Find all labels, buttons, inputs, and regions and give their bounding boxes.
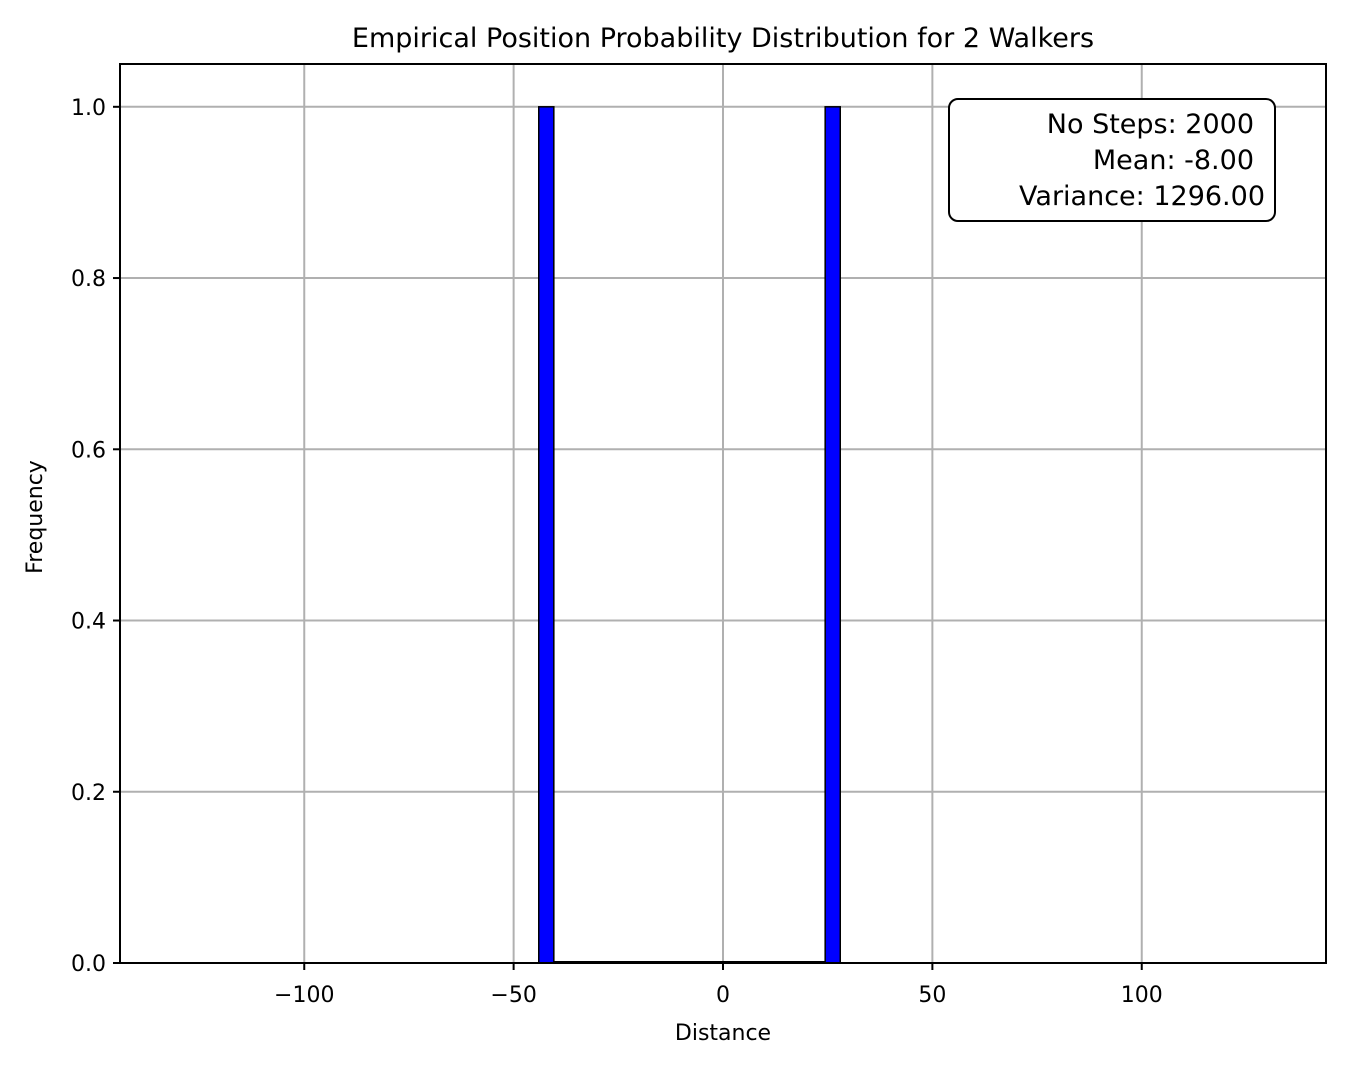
- stat-variance: Variance: 1296.00: [1019, 181, 1265, 212]
- y-tick-label: 0.2: [71, 781, 106, 806]
- axis-ticks: −100 −50 0 50 100 0.0 0.2 0.4 0.6 0.8 1.0: [71, 96, 1163, 1008]
- histogram-bars: [538, 106, 841, 964]
- histogram-bar: [824, 106, 841, 964]
- y-tick-label: 0.8: [71, 267, 106, 292]
- y-tick-label: 0.0: [71, 952, 106, 977]
- x-tick-label: −50: [490, 983, 536, 1008]
- x-tick-label: 50: [918, 983, 946, 1008]
- stats-box-frame: [948, 98, 1276, 222]
- x-tick-label: 100: [1121, 983, 1163, 1008]
- chart-title: Empirical Position Probability Distribut…: [352, 23, 1094, 54]
- y-tick-label: 1.0: [71, 96, 106, 121]
- stat-steps: No Steps: 2000: [1047, 109, 1254, 140]
- stat-mean: Mean: -8.00: [1093, 145, 1254, 176]
- y-axis-label: Frequency: [23, 460, 48, 574]
- x-tick-label: −100: [274, 983, 334, 1008]
- histogram-bar: [538, 106, 555, 964]
- y-tick-label: 0.4: [71, 610, 106, 635]
- x-axis-label: Distance: [675, 1021, 771, 1046]
- stats-box: No Steps: 2000 Mean: -8.00 Variance: 129…: [948, 98, 1276, 222]
- x-tick-label: 0: [716, 983, 730, 1008]
- y-tick-label: 0.6: [71, 438, 106, 463]
